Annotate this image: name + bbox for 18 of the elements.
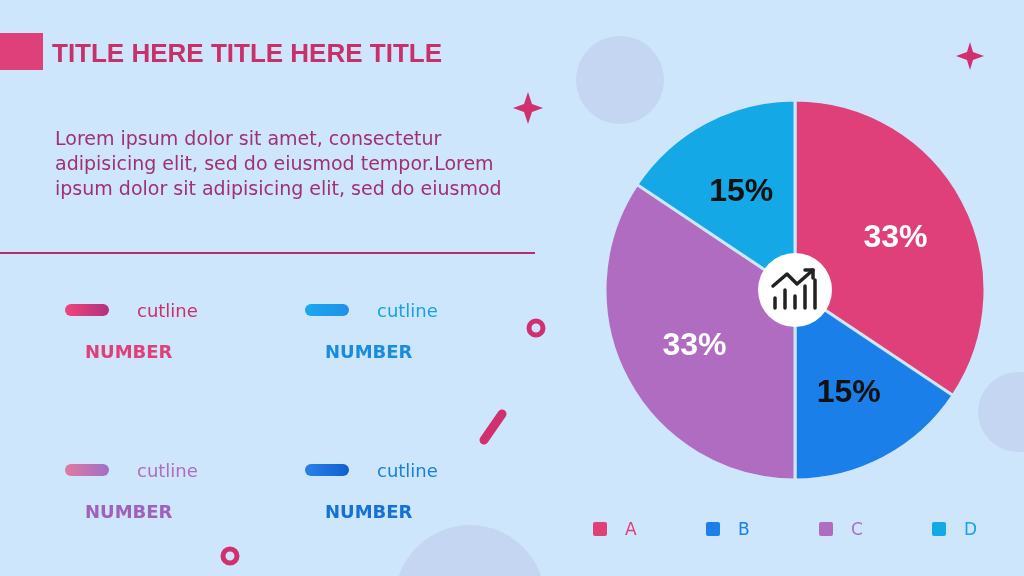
text: NUMBER: [325, 341, 413, 362]
text: cutline: [137, 460, 198, 481]
text: NUMBER: [85, 341, 173, 362]
data-label: 15%: [709, 171, 774, 208]
legend-label: A: [625, 519, 637, 539]
data-label: 15%: [816, 372, 881, 409]
text: NUMBER: [325, 501, 413, 522]
text: cutline: [377, 300, 438, 321]
data-label: 33%: [863, 218, 928, 255]
text: NUMBER: [85, 501, 173, 522]
text: TITLE HERE TITLE HERE TITLE: [52, 38, 442, 68]
legend-label: B: [738, 519, 750, 539]
legend-label: C: [851, 519, 863, 539]
text: cutline: [137, 300, 198, 321]
legend-label: D: [964, 519, 978, 539]
text: Lorem ipsum dolor sit amet, consectetur adipisicing elit, sed do eiusmod tempor.Lorem ipsum dolor sit adipisicing elit, sed do eiusmod: [55, 127, 502, 199]
text: cutline: [377, 460, 438, 481]
data-label: 33%: [662, 325, 727, 362]
